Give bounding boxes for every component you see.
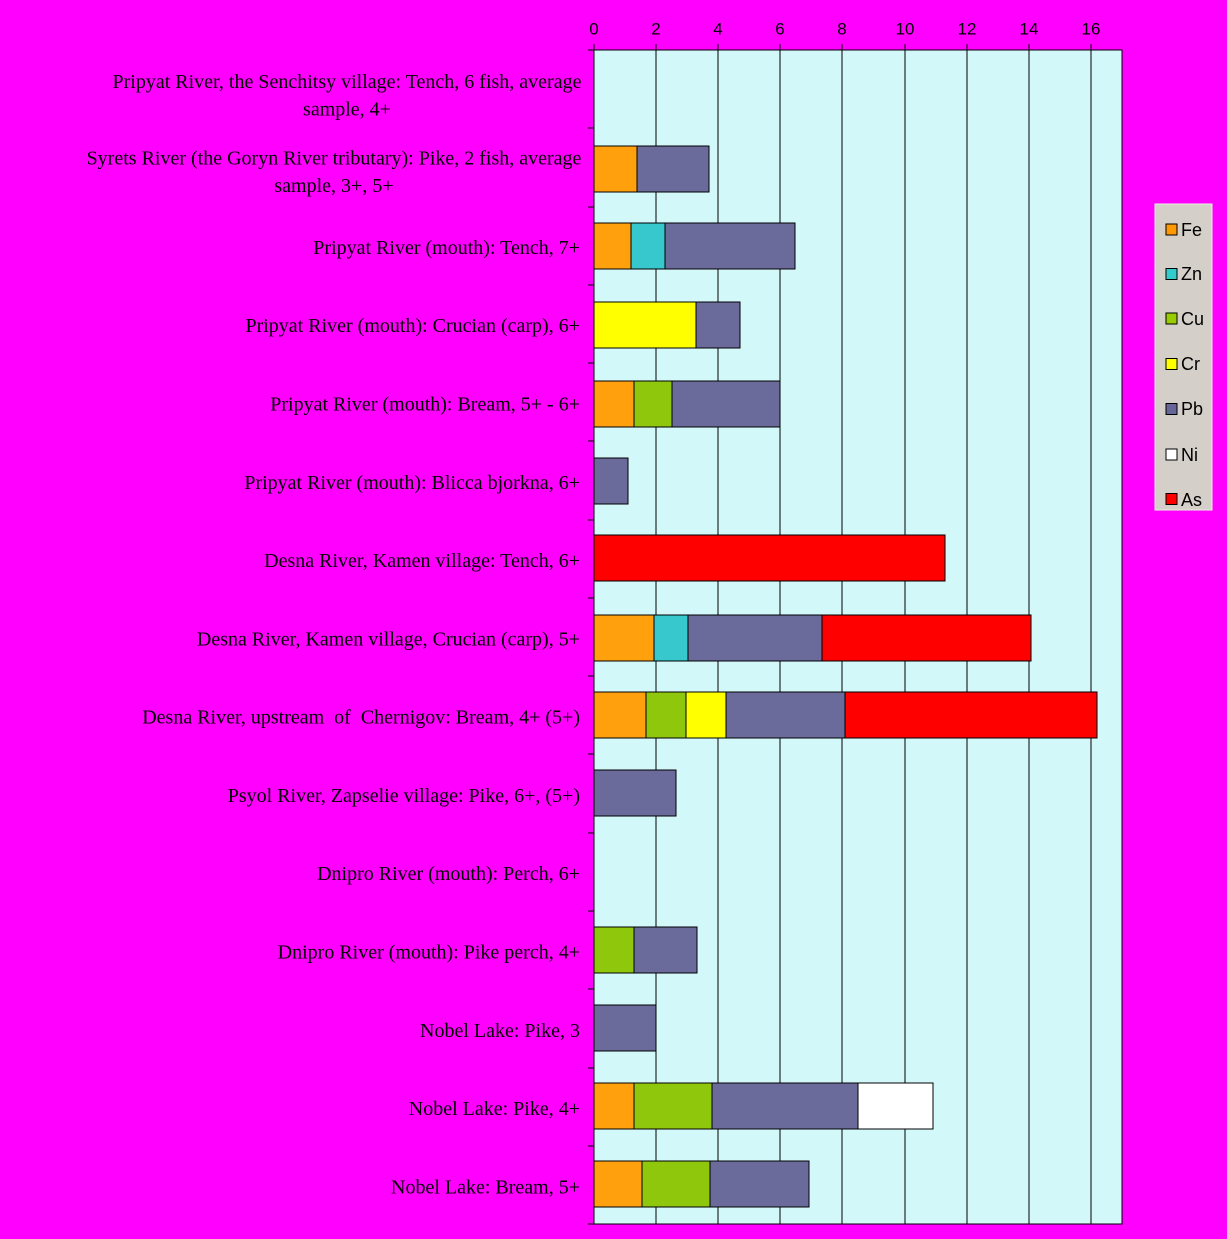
svg-text:sample, 4+: sample, 4+ — [303, 99, 391, 121]
svg-text:Pripyat River (mouth): Crucian: Pripyat River (mouth): Crucian (carp), 6… — [245, 315, 580, 337]
svg-text:Pripyat River (mouth): Bream,: Pripyat River (mouth): Bream, 5+ - 6+ — [270, 394, 580, 416]
svg-text:Pripyat River, the Senchitsy v: Pripyat River, the Senchitsy village: Te… — [113, 71, 582, 93]
svg-text:10: 10 — [896, 20, 915, 39]
svg-text:12: 12 — [958, 20, 977, 39]
svg-text:Cu: Cu — [1181, 309, 1204, 329]
svg-text:Dnipro River (mouth): Perch, 6: Dnipro River (mouth): Perch, 6+ — [317, 863, 580, 885]
svg-text:Psyol River, Zapselie village:: Psyol River, Zapselie village: Pike, 6+,… — [228, 785, 580, 807]
svg-text:Pripyat River (mouth): Blicca: Pripyat River (mouth): Blicca bjorkna, 6… — [244, 472, 580, 494]
svg-text:Cr: Cr — [1181, 354, 1200, 374]
svg-text:Desna River, Kamen village: Te: Desna River, Kamen village: Tench, 6+ — [264, 550, 580, 572]
svg-text:Desna River, upstream of Che: Desna River, upstream of Chernigov: Brea… — [142, 707, 580, 729]
svg-text:Fe: Fe — [1181, 220, 1202, 240]
svg-text:0: 0 — [589, 20, 598, 39]
svg-text:2: 2 — [651, 20, 660, 39]
svg-text:Dnipro River (mouth): Pike per: Dnipro River (mouth): Pike perch, 4+ — [278, 942, 580, 964]
svg-text:Pb: Pb — [1181, 399, 1203, 419]
svg-text:As: As — [1181, 490, 1202, 510]
svg-text:8: 8 — [837, 20, 846, 39]
svg-text:16: 16 — [1082, 20, 1101, 39]
svg-text:4: 4 — [713, 20, 722, 39]
svg-text:Nobel Lake: Pike, 3: Nobel Lake: Pike, 3 — [420, 1020, 580, 1042]
svg-text:Zn: Zn — [1181, 264, 1202, 284]
svg-text:Desna River, Kamen village, Cr: Desna River, Kamen village, Crucian (car… — [197, 629, 580, 651]
svg-text:14: 14 — [1020, 20, 1039, 39]
svg-text:Nobel Lake: Bream, 5+: Nobel Lake: Bream, 5+ — [391, 1177, 580, 1199]
svg-text:6: 6 — [775, 20, 784, 39]
svg-text:Pripyat River (mouth): Tench,: Pripyat River (mouth): Tench, 7+ — [313, 237, 580, 259]
svg-text:Ni: Ni — [1181, 445, 1198, 465]
svg-text:Syrets River (the Goryn River: Syrets River (the Goryn River tributary)… — [87, 148, 582, 170]
svg-text:sample, 3+, 5+: sample, 3+, 5+ — [274, 175, 393, 197]
svg-text:Nobel Lake: Pike, 4+: Nobel Lake: Pike, 4+ — [409, 1098, 580, 1120]
